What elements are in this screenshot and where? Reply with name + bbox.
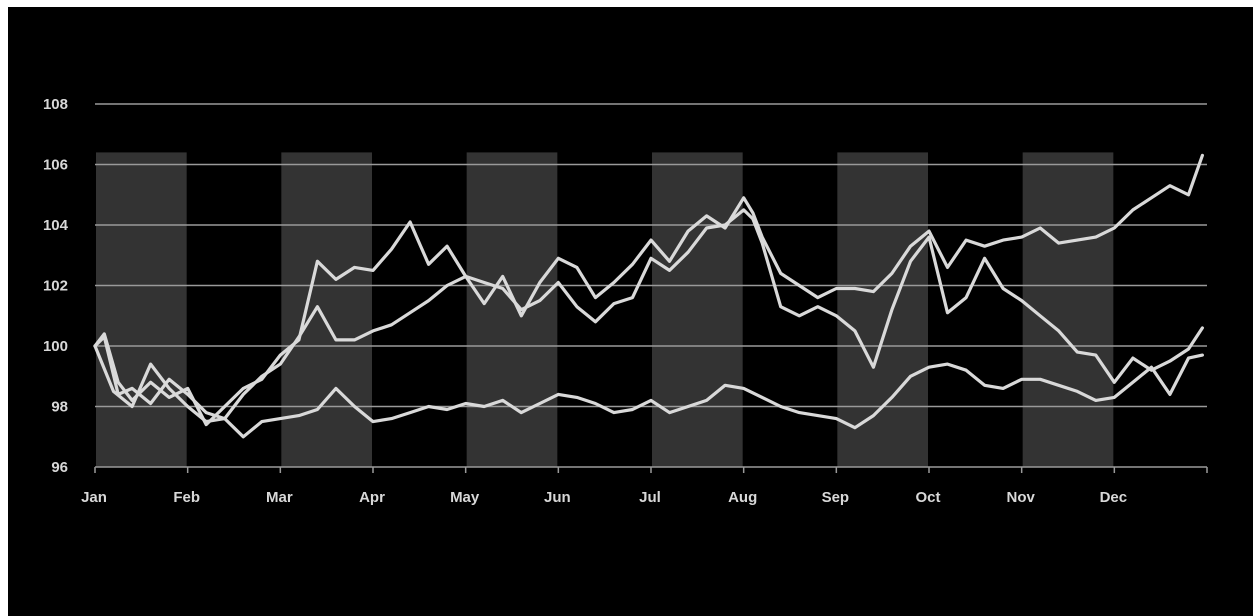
shade-band-sep	[837, 152, 928, 467]
x-tick-label-sep: Sep	[822, 489, 850, 506]
y-tick-label-106: 106	[43, 157, 68, 174]
x-tick-labels: Jan Feb Mar Apr May Jun Jul Aug Sep Oct Nov Dec	[81, 489, 1127, 506]
series-lines	[93, 153, 1205, 439]
x-tick-label-nov: Nov	[1006, 489, 1035, 506]
y-tick-label-104: 104	[43, 217, 69, 234]
x-tick-label-jan: Jan	[81, 489, 107, 506]
y-tick-labels: 96 98 100 102 104 106 108	[43, 96, 69, 476]
shade-band-may	[466, 152, 558, 467]
shade-band-nov	[1022, 152, 1114, 467]
series-line-2	[93, 208, 1205, 421]
x-tick-label-may: May	[450, 489, 480, 506]
x-tick-label-jun: Jun	[544, 489, 571, 506]
y-tick-label-100: 100	[43, 338, 68, 355]
y-tick-label-102: 102	[43, 278, 68, 295]
line-chart: 96 98 100 102 104 106 108 Jan Feb Mar Apr May Jun Ju…	[43, 96, 1208, 506]
x-tick-label-oct: Oct	[915, 489, 940, 506]
x-tick-label-dec: Dec	[1100, 489, 1128, 506]
shade-band-jan	[96, 152, 187, 467]
shade-band-mar	[281, 152, 372, 467]
series-line-1	[93, 153, 1205, 427]
x-tick-label-mar: Mar	[266, 489, 293, 506]
month-shading	[96, 152, 1114, 467]
y-tick-label-108: 108	[43, 96, 68, 113]
series-line-3	[93, 344, 1205, 439]
x-axis	[94, 466, 1208, 473]
y-tick-label-96: 96	[51, 459, 68, 476]
x-tick-label-apr: Apr	[359, 489, 385, 506]
chart-frame: 96 98 100 102 104 106 108 Jan Feb Mar Apr May Jun Ju…	[8, 7, 1253, 616]
y-tick-label-98: 98	[51, 399, 68, 416]
shade-band-jul	[652, 152, 743, 467]
x-tick-label-jul: Jul	[639, 489, 661, 506]
x-tick-label-aug: Aug	[728, 489, 757, 506]
x-tick-label-feb: Feb	[173, 489, 200, 506]
gridlines	[95, 103, 1207, 408]
